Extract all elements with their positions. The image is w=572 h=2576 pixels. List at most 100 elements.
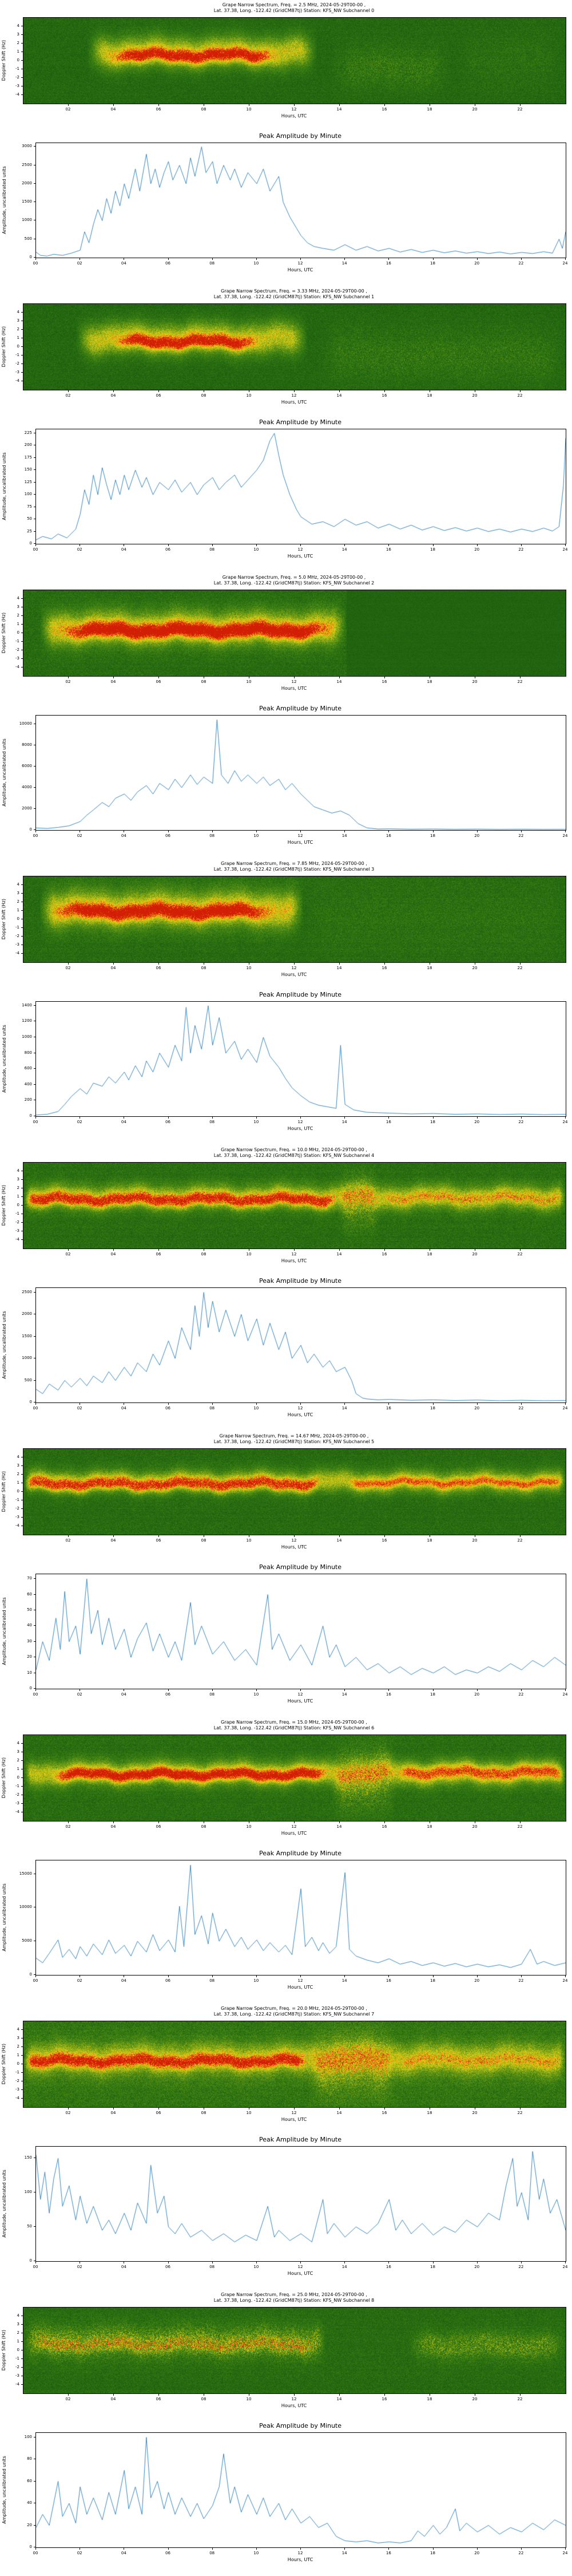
tick-label: 2 [17,1472,19,1476]
tick-label: 2500 [22,162,32,167]
tick-label: 1500 [22,1333,32,1338]
tick-mark [21,43,23,44]
tick-label: 12 [297,261,303,266]
tick-label: -4 [15,665,19,669]
tick-label: 18 [427,393,432,398]
tick-label: 1000 [22,1356,32,1361]
tick-mark [256,2548,257,2550]
tick-label: 04 [121,1120,126,1124]
tick-label: 16 [386,547,391,552]
tick-label: 0 [29,1972,32,1977]
tick-mark [388,831,390,832]
tick-mark [476,258,478,260]
tick-label: 02 [65,2111,71,2115]
tick-mark [34,1291,35,1293]
tick-mark [432,2548,434,2550]
tick-label: 22 [517,966,523,970]
tick-label: 18 [427,2111,432,2115]
tick-label: -3 [15,84,19,88]
tick-mark [21,2384,23,2385]
spectrogram-title-line-2: Lat. 37.38, Long. -122.42 (GridCM87tj) S… [213,2298,375,2303]
tick-mark [565,831,566,832]
line-chart-title: Peak Amplitude by Minute [259,132,342,140]
tick-label: 04 [110,2111,116,2115]
y-axis-label-wrap: Amplitude, uncalibrated units [0,1860,8,1974]
tick-mark [432,1403,434,1405]
tick-mark [21,1777,23,1778]
tick-label: 15000 [19,1871,32,1876]
tick-label: 20 [474,2265,480,2269]
hours-utc-axis-label: Hours, UTC [287,1985,313,1990]
tick-label: 22 [518,261,524,266]
tick-label: 20 [472,2397,478,2401]
tick-label: 3 [17,2036,19,2040]
tick-mark [21,2029,23,2030]
amplitude-axis-label: Amplitude, uncalibrated units [1,738,7,807]
tick-label: 08 [201,1252,206,1257]
tick-mark [113,2394,114,2396]
tick-label: 18 [430,1120,435,1124]
tick-label: 20 [474,547,480,552]
tick-label: 22 [518,547,524,552]
tick-label: 04 [110,679,116,684]
hours-utc-axis-label: Hours, UTC [287,1412,313,1417]
tick-label: -4 [15,2096,19,2100]
tick-label: 22 [517,2111,523,2115]
tick-label: -1 [15,925,19,930]
tick-mark [384,677,385,678]
tick-label: 04 [121,2265,126,2269]
tick-mark [21,1474,23,1475]
tick-label: 10 [246,2397,252,2401]
tick-label: -2 [15,1792,19,1797]
line-chart-title: Peak Amplitude by Minute [259,418,342,426]
tick-label: 14 [336,1824,342,1829]
line-chart-title: Peak Amplitude by Minute [259,1277,342,1285]
tick-label: 04 [121,833,126,838]
amplitude-line-plot [35,715,566,831]
tick-label: 10 [246,679,252,684]
spectrogram-heatmap [23,17,566,104]
tick-label: 10 [253,1120,259,1124]
tick-label: 04 [110,1252,116,1257]
tick-label: 18 [427,2397,432,2401]
tick-label: 1 [17,2053,19,2057]
tick-mark [256,544,257,546]
tick-mark [476,831,478,832]
spectrogram-heatmap [23,590,566,677]
tick-mark [388,2548,390,2550]
tick-label: 2 [17,327,19,331]
tick-mark [158,677,159,678]
tick-mark [344,258,345,260]
tick-label: 0 [17,2061,19,2066]
tick-label: 24 [562,547,568,552]
tick-label: 22 [517,1538,523,1543]
amplitude-axis-label: Amplitude, uncalibrated units [1,452,7,520]
amplitude-line-plot [35,2146,566,2262]
tick-mark [21,94,23,95]
tick-label: 14 [336,1252,342,1257]
tick-mark [34,2226,35,2227]
tick-mark [68,1249,69,1251]
tick-label: 10 [253,1692,259,1697]
tick-label: 500 [24,1377,32,1382]
tick-mark [158,1249,159,1251]
tick-label: 02 [77,261,82,266]
tick-mark [339,104,340,106]
tick-label: 16 [386,1120,391,1124]
tick-label: 1200 [22,1018,32,1024]
tick-mark [256,2262,257,2263]
tick-label: 02 [65,1824,71,1829]
tick-label: 12 [297,1692,303,1697]
tick-label: 08 [209,2551,215,2555]
tick-mark [168,831,169,832]
tick-label: 3 [17,32,19,37]
tick-mark [21,2341,23,2342]
tick-label: 06 [156,1252,161,1257]
tick-label: -2 [15,647,19,652]
tick-label: 150 [24,2155,32,2160]
tick-mark [294,677,295,678]
tick-mark [168,1689,169,1691]
tick-label: 12 [291,966,297,970]
tick-label: 20 [474,833,480,838]
hours-utc-axis-label: Hours, UTC [281,1258,307,1263]
